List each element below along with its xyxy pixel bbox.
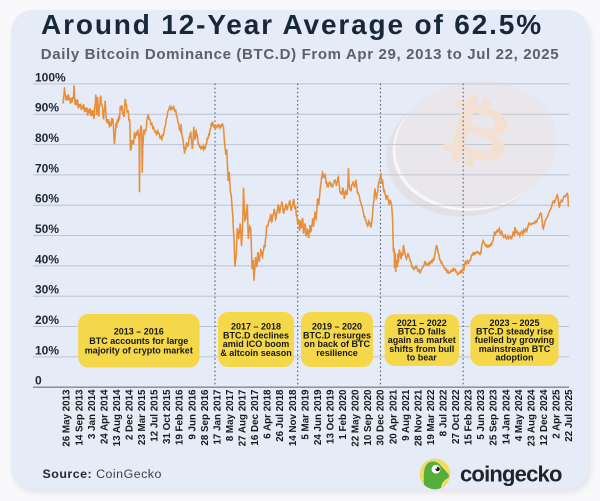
svg-text:2021 – 2022: 2021 – 2022	[397, 318, 447, 328]
svg-text:100%: 100%	[35, 70, 66, 84]
svg-text:16 Dec 2017: 16 Dec 2017	[250, 389, 261, 446]
svg-text:BTC.D falls: BTC.D falls	[398, 327, 446, 337]
svg-text:Around 12-Year Average of 62.5: Around 12-Year Average of 62.5%	[41, 9, 543, 40]
svg-text:14 Jan 2024: 14 Jan 2024	[501, 389, 512, 445]
svg-text:& altcoin season: & altcoin season	[220, 348, 292, 358]
svg-text:5 Jun 2023: 5 Jun 2023	[476, 389, 487, 440]
svg-text:30 Dec 2020: 30 Dec 2020	[376, 389, 387, 446]
svg-text:8 May 2017: 8 May 2017	[225, 389, 236, 441]
svg-text:BTC.D resurges: BTC.D resurges	[303, 330, 371, 340]
svg-text:10%: 10%	[35, 343, 59, 357]
svg-text:12 Jul 2015: 12 Jul 2015	[150, 389, 161, 442]
svg-text:fuelled by growing: fuelled by growing	[475, 335, 555, 345]
svg-text:again as market: again as market	[388, 335, 456, 345]
svg-text:60%: 60%	[35, 192, 59, 206]
svg-text:26 Jul 2018: 26 Jul 2018	[275, 389, 286, 442]
svg-text:24 Jun 2019: 24 Jun 2019	[313, 389, 324, 445]
svg-text:10 Sep 2020: 10 Sep 2020	[363, 389, 374, 446]
svg-text:5 Mar 2019: 5 Mar 2019	[300, 389, 311, 440]
svg-text:28 Nov 2021: 28 Nov 2021	[413, 389, 424, 446]
svg-text:BTC.D steady rise: BTC.D steady rise	[476, 327, 553, 337]
svg-text:30%: 30%	[35, 283, 59, 297]
svg-text:20 Apr 2021: 20 Apr 2021	[388, 389, 399, 444]
svg-text:majority of crypto market: majority of crypto market	[85, 346, 193, 356]
svg-text:shifts from bull: shifts from bull	[389, 344, 454, 354]
svg-text:14 Sep 2013: 14 Sep 2013	[74, 389, 85, 446]
svg-text:26 May 2013: 26 May 2013	[62, 389, 73, 447]
svg-text:2 Dec 2014: 2 Dec 2014	[125, 389, 136, 440]
svg-text:31 Oct 2015: 31 Oct 2015	[162, 389, 173, 444]
svg-text:2013 – 2016: 2013 – 2016	[114, 326, 164, 336]
svg-text:27 Oct 2022: 27 Oct 2022	[451, 389, 462, 444]
svg-text:6 Apr 2018: 6 Apr 2018	[263, 389, 274, 439]
svg-text:23 Mar 2015: 23 Mar 2015	[137, 389, 148, 445]
svg-text:17 Jan 2017: 17 Jan 2017	[212, 389, 223, 445]
svg-text:3 Jan 2014: 3 Jan 2014	[87, 389, 98, 439]
svg-text:50%: 50%	[35, 222, 59, 236]
svg-text:adoption: adoption	[496, 352, 534, 362]
svg-text:19 Feb 2016: 19 Feb 2016	[175, 389, 186, 445]
svg-text:1 Feb 2020: 1 Feb 2020	[338, 389, 349, 440]
svg-text:80%: 80%	[35, 131, 59, 145]
svg-text:BTC.D declines: BTC.D declines	[223, 330, 289, 340]
svg-text:2 Apr 2025: 2 Apr 2025	[552, 389, 563, 439]
svg-text:2023 – 2025: 2023 – 2025	[489, 318, 539, 328]
svg-text:28 Sep 2016: 28 Sep 2016	[200, 389, 211, 446]
svg-text:2017 – 2018: 2017 – 2018	[231, 322, 281, 332]
svg-text:15 Feb 2023: 15 Feb 2023	[464, 389, 475, 445]
svg-text:22 May 2020: 22 May 2020	[351, 389, 362, 447]
svg-text:2019 – 2020: 2019 – 2020	[312, 322, 362, 332]
svg-text:70%: 70%	[35, 161, 59, 175]
svg-text:25 Sep 2023: 25 Sep 2023	[489, 389, 500, 446]
svg-text:0: 0	[35, 374, 42, 388]
svg-text:mainstream BTC: mainstream BTC	[479, 344, 551, 354]
svg-text:on back of BTC: on back of BTC	[304, 339, 371, 349]
svg-text:20%: 20%	[35, 313, 59, 327]
svg-text:90%: 90%	[35, 101, 59, 115]
svg-text:coingecko: coingecko	[460, 462, 562, 487]
svg-text:27 Aug 2017: 27 Aug 2017	[238, 389, 249, 446]
svg-text:23 Aug 2024: 23 Aug 2024	[526, 389, 537, 446]
svg-text:BTC accounts for large: BTC accounts for large	[89, 336, 188, 346]
svg-text:40%: 40%	[35, 252, 59, 266]
svg-text:14 Nov 2018: 14 Nov 2018	[288, 389, 299, 446]
svg-text:12 Dec 2024: 12 Dec 2024	[539, 389, 550, 446]
svg-text:19 Mar 2022: 19 Mar 2022	[426, 389, 437, 445]
svg-text:24 Apr 2014: 24 Apr 2014	[99, 389, 110, 444]
svg-text:amid ICO boom: amid ICO boom	[223, 339, 290, 349]
svg-text:13 Oct 2019: 13 Oct 2019	[326, 389, 337, 444]
svg-text:22 Jul 2025: 22 Jul 2025	[564, 389, 575, 442]
svg-text:9 Jun 2016: 9 Jun 2016	[187, 389, 198, 440]
svg-text:4 May 2024: 4 May 2024	[514, 389, 525, 441]
svg-text:to bear: to bear	[407, 352, 438, 362]
svg-text:9 Aug 2021: 9 Aug 2021	[401, 389, 412, 441]
svg-text:Daily Bitcoin Dominance (BTC.D: Daily Bitcoin Dominance (BTC.D) From Apr…	[41, 46, 560, 63]
svg-text:resilience: resilience	[316, 348, 358, 358]
svg-text:13 Aug 2014: 13 Aug 2014	[112, 389, 123, 446]
svg-text:8 Jul 2022: 8 Jul 2022	[439, 389, 450, 436]
svg-text:Source: CoinGecko: Source: CoinGecko	[43, 467, 162, 481]
